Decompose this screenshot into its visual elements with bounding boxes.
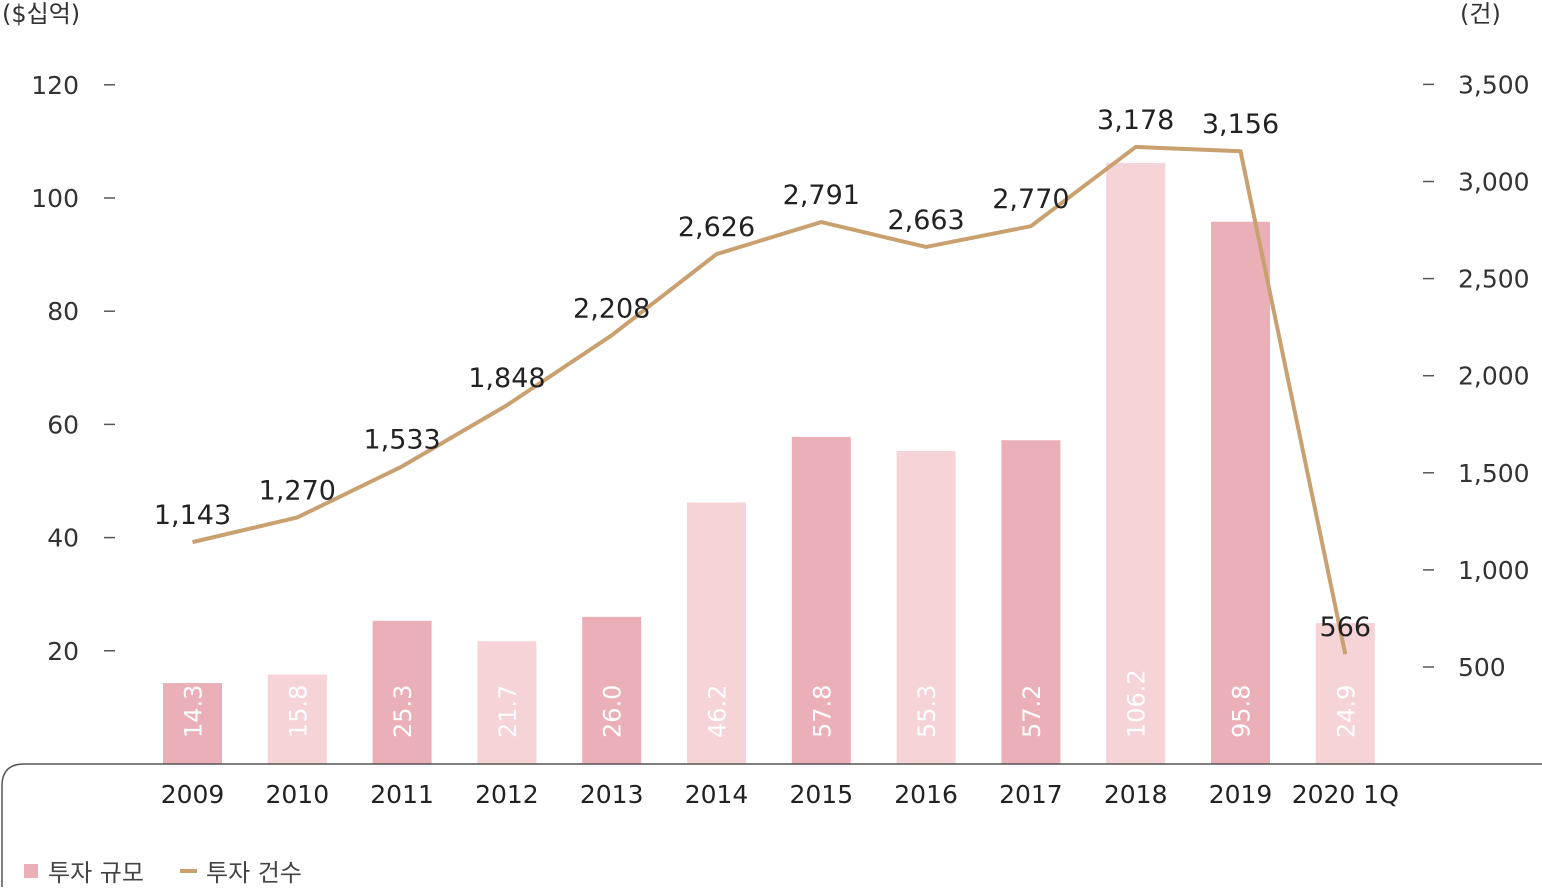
line-value-label: 3,178 xyxy=(1097,105,1174,136)
legend-bar-label: 투자 규모 xyxy=(48,859,144,887)
line-value-label: 3,156 xyxy=(1202,109,1279,140)
right-tick-label: 1,500 xyxy=(1458,459,1530,488)
x-tick-label: 2010 xyxy=(265,780,329,809)
legend-line-label: 투자 건수 xyxy=(206,859,302,887)
bar xyxy=(1211,221,1270,765)
bar xyxy=(1001,440,1061,764)
x-axis: 2009 2010 2011 2012 2013 2014 2015 2016 2017 2018… xyxy=(161,780,1399,809)
bar-value-label: 14.3 xyxy=(180,685,208,738)
right-tick-label: 3,000 xyxy=(1458,168,1530,197)
x-tick-label: 2015 xyxy=(789,780,853,809)
x-tick-label: 2016 xyxy=(894,780,958,809)
right-tick-label: 3,500 xyxy=(1458,70,1530,99)
left-tick-label: 120 xyxy=(31,71,79,100)
right-tick-label: 1,000 xyxy=(1458,556,1530,585)
bar-series xyxy=(163,162,1375,765)
x-tick-label: 2012 xyxy=(475,780,539,809)
line-value-label: 2,626 xyxy=(678,212,755,243)
bar xyxy=(687,502,746,764)
line-value-label: 1,270 xyxy=(259,475,336,506)
line-value-label: 2,663 xyxy=(887,205,964,236)
left-tick-label: 80 xyxy=(47,297,79,326)
bar-value-label: 106.2 xyxy=(1123,669,1151,738)
line-value-label: 566 xyxy=(1320,612,1372,643)
right-tick-label: 500 xyxy=(1458,653,1506,682)
bar-value-label: 25.3 xyxy=(389,685,417,738)
left-tick-label: 40 xyxy=(47,524,79,553)
x-tick-label: 2013 xyxy=(580,780,644,809)
x-tick-label: 2018 xyxy=(1104,780,1168,809)
bar xyxy=(163,683,222,764)
right-axis: 500 1,000 1,500 2,000 2,500 3,000 3,500 xyxy=(1423,70,1530,682)
x-tick-label: 2009 xyxy=(161,780,225,809)
bar-value-label: 95.8 xyxy=(1228,685,1256,738)
right-tick-label: 2,000 xyxy=(1458,362,1530,391)
line-labels: 1,143 1,270 1,533 1,848 2,208 2,626 2,791 2,663… xyxy=(154,105,1371,643)
bar-value-label: 57.8 xyxy=(808,685,836,738)
x-tick-label: 2020 1Q xyxy=(1292,780,1399,809)
bar xyxy=(791,436,851,764)
line-series xyxy=(192,144,1348,655)
left-tick-label: 100 xyxy=(31,184,79,213)
x-tick-label: 2011 xyxy=(370,780,434,809)
bar-value-label: 55.3 xyxy=(913,685,941,738)
x-tick-label: 2014 xyxy=(685,780,749,809)
legend-bar-swatch xyxy=(24,864,38,878)
bar-value-label: 46.2 xyxy=(704,685,732,738)
line-value-label: 2,770 xyxy=(992,184,1069,215)
left-tick-label: 20 xyxy=(47,637,79,666)
bar xyxy=(372,620,432,764)
baseline-frame xyxy=(1,763,1542,887)
line-value-label: 1,848 xyxy=(468,363,545,394)
left-tick-label: 60 xyxy=(47,410,79,439)
right-axis-unit: (건) xyxy=(1460,0,1501,28)
bar-labels: 14.3 15.8 25.3 21.7 26.0 46.2 57.8 55.3 57.2 106.… xyxy=(180,669,1361,738)
line-value-label: 2,791 xyxy=(783,180,860,211)
x-tick-label: 2017 xyxy=(999,780,1063,809)
bar xyxy=(477,641,537,764)
bar-value-label: 24.9 xyxy=(1332,685,1360,738)
legend: 투자 규모 투자 건수 xyxy=(24,859,302,887)
bar-value-label: 21.7 xyxy=(494,685,522,738)
bar-value-label: 26.0 xyxy=(599,685,627,738)
x-tick-label: 2019 xyxy=(1209,780,1273,809)
line-value-label: 1,143 xyxy=(154,500,231,531)
bar xyxy=(896,451,956,764)
bar xyxy=(1106,162,1166,764)
right-tick-label: 2,500 xyxy=(1458,265,1530,294)
line-value-label: 1,533 xyxy=(363,424,440,455)
left-axis: 20 40 60 80 100 120 xyxy=(31,71,115,666)
bar xyxy=(267,674,327,764)
bar-value-label: 57.2 xyxy=(1018,685,1046,738)
bar xyxy=(582,616,642,764)
line-value-label: 2,208 xyxy=(573,293,650,324)
left-axis-unit: ($십억) xyxy=(2,0,80,28)
bar-value-label: 15.8 xyxy=(284,685,312,738)
